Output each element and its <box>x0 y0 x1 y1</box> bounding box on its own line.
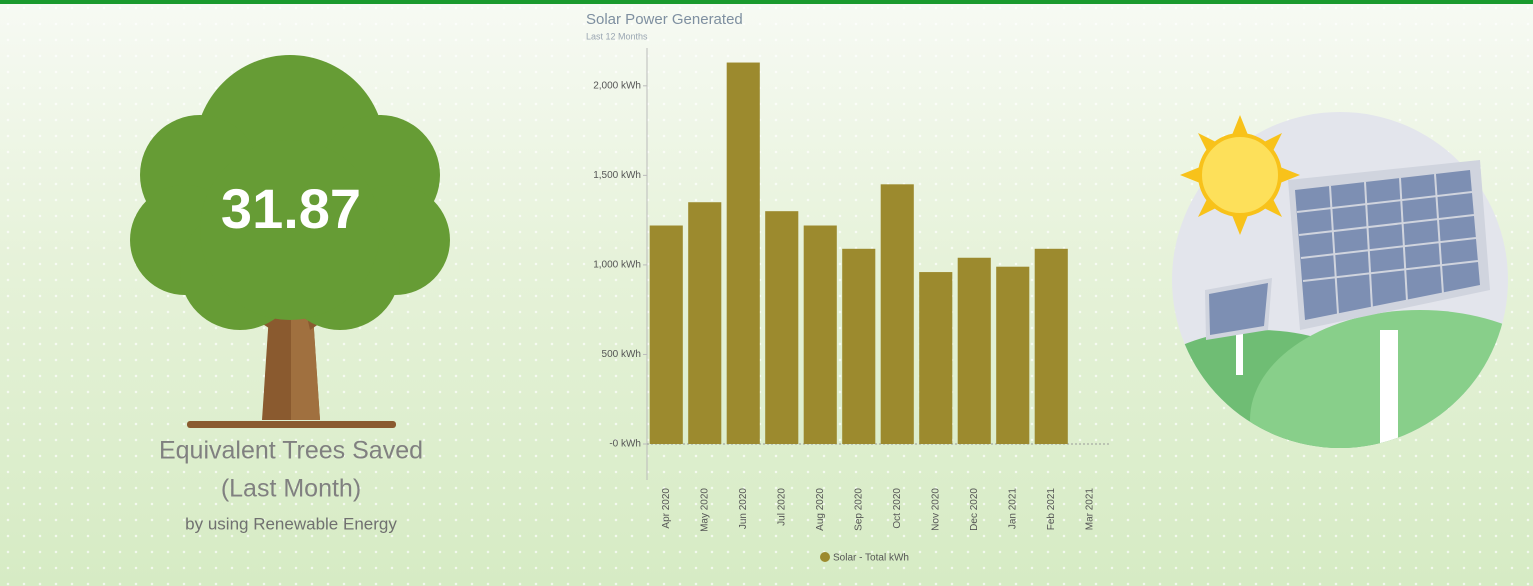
bar <box>765 211 799 444</box>
y-tick-label: 1,000 kWh <box>593 260 641 271</box>
chart-subtitle: Last 12 Months <box>586 31 648 41</box>
y-tick-label: 2,000 kWh <box>593 80 641 91</box>
y-tick-label: -0 kWh <box>609 439 641 450</box>
caption-line: by using Renewable Energy <box>185 514 397 533</box>
chart-title: Solar Power Generated <box>586 11 743 28</box>
x-tick-label: Dec 2020 <box>969 488 980 531</box>
bar <box>996 266 1030 444</box>
x-tick-label: Apr 2020 <box>661 488 672 529</box>
bar <box>842 248 876 444</box>
top-bar <box>0 0 1533 4</box>
bar <box>726 62 760 444</box>
caption-line: Equivalent Trees Saved <box>159 437 423 465</box>
bar <box>688 202 722 444</box>
legend-label: Solar - Total kWh <box>833 553 909 564</box>
x-tick-label: Oct 2020 <box>892 488 903 529</box>
x-tick-label: May 2020 <box>699 488 710 532</box>
x-tick-label: Jul 2020 <box>776 488 787 526</box>
bar <box>880 184 914 444</box>
legend-swatch <box>820 552 830 562</box>
x-tick-label: Feb 2021 <box>1046 488 1057 531</box>
x-tick-label: Jan 2021 <box>1007 488 1018 530</box>
bar <box>919 272 953 444</box>
x-tick-label: Sep 2020 <box>853 488 864 531</box>
x-tick-label: Mar 2021 <box>1084 488 1095 531</box>
bar <box>803 225 837 444</box>
trees-value: 31.87 <box>221 177 361 240</box>
solar-illustration <box>1172 112 1508 448</box>
y-tick-label: 500 kWh <box>602 349 641 360</box>
bar <box>957 257 991 444</box>
tree-illustration <box>130 55 450 428</box>
y-tick-label: 1,500 kWh <box>593 170 641 181</box>
x-tick-label: Nov 2020 <box>930 488 941 531</box>
x-tick-label: Jun 2020 <box>738 488 749 530</box>
bar <box>649 225 683 444</box>
bar <box>1034 248 1068 444</box>
caption-line: (Last Month) <box>221 475 361 503</box>
x-tick-label: Aug 2020 <box>815 488 826 531</box>
